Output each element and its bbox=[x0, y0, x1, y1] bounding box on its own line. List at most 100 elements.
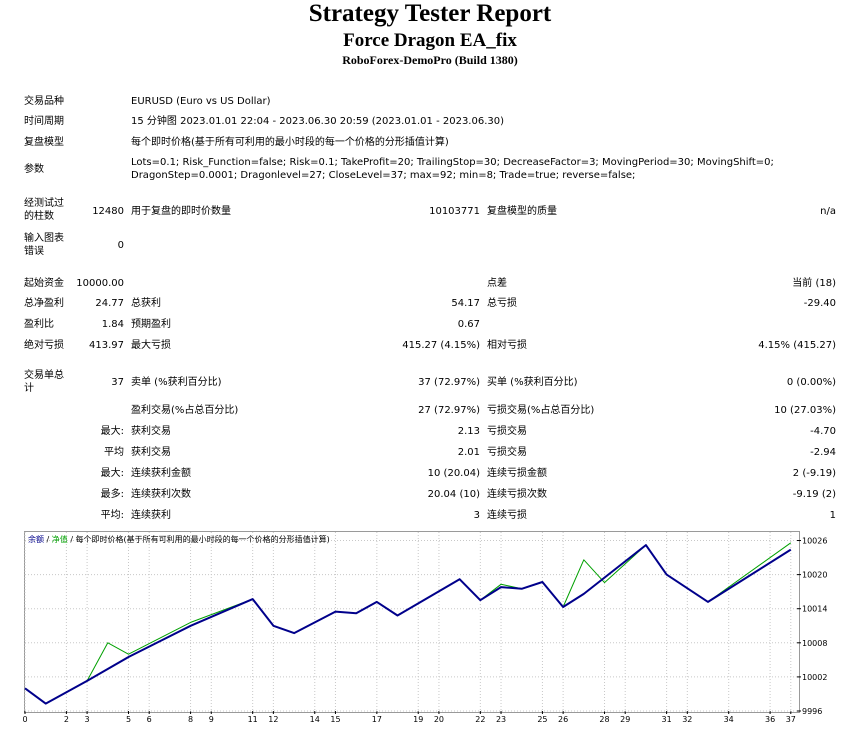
x-tick-label: 23 bbox=[496, 715, 506, 724]
total-trades-label-line2: 计 bbox=[24, 383, 34, 394]
params-line-2: DragonStep=0.0001; Dragonlevel=27; Close… bbox=[131, 170, 636, 181]
x-tick-label: 14 bbox=[310, 715, 320, 724]
errors-label-line2: 错误 bbox=[24, 246, 44, 257]
server-name: RoboForex-DemoPro (Build 1380) bbox=[342, 53, 518, 67]
params-line-1: Lots=0.1; Risk_Function=false; Risk=0.1;… bbox=[131, 157, 774, 168]
deposit-value: 10000.00 bbox=[76, 278, 124, 289]
gross-profit-label: 总获利 bbox=[131, 298, 161, 309]
loss-trades-label: 亏损交易(%占总百分比) bbox=[487, 405, 595, 416]
equity-series-line bbox=[24, 542, 792, 705]
profit-trades-label: 盈利交易(%占总百分比) bbox=[131, 405, 239, 416]
quality-value: n/a bbox=[820, 206, 836, 217]
relative-drawdown-value: 4.15% (415.27) bbox=[758, 340, 836, 351]
x-tick-label: 6 bbox=[147, 715, 152, 724]
period-value: 15 分钟图 2023.01.01 22:04 - 2023.06.30 20:… bbox=[131, 116, 505, 127]
average-loss-value: -2.94 bbox=[810, 447, 836, 458]
legend-separator: / bbox=[67, 535, 76, 544]
period-label: 时间周期 bbox=[24, 116, 64, 127]
bars-label-line1: 经测试过 bbox=[24, 198, 64, 209]
x-tick-label: 17 bbox=[372, 715, 382, 724]
most-consecutive-profit-label: 连续获利次数 bbox=[131, 489, 191, 500]
average-consecutive-losses-label: 连续亏损 bbox=[487, 510, 527, 521]
x-tick-label: 26 bbox=[558, 715, 568, 724]
largest-profit-value: 2.13 bbox=[457, 426, 480, 437]
x-tick-label: 0 bbox=[22, 715, 27, 724]
model-label: 复盘模型 bbox=[24, 137, 64, 148]
largest-loss-value: -4.70 bbox=[810, 426, 836, 437]
expected-payoff-label: 预期盈利 bbox=[131, 319, 171, 330]
profit-trades-value: 27 (72.97%) bbox=[418, 405, 480, 416]
largest-profit-label: 获利交易 bbox=[131, 426, 171, 437]
bars-value: 12480 bbox=[92, 206, 124, 217]
ticks-label: 用于复盘的即时价数量 bbox=[131, 206, 231, 217]
largest-prefix: 最大: bbox=[100, 426, 124, 437]
average-consecutive-prefix: 平均: bbox=[100, 510, 124, 521]
average-profit-value: 2.01 bbox=[457, 447, 480, 458]
max-drawdown-value: 415.27 (4.15%) bbox=[402, 340, 480, 351]
largest-loss-label: 亏损交易 bbox=[487, 426, 527, 437]
max-consecutive-losses-label: 连续亏损金额 bbox=[487, 468, 547, 479]
spread-label: 点差 bbox=[487, 278, 507, 289]
max-consecutive-wins-value: 10 (20.04) bbox=[427, 468, 480, 479]
x-tick-label: 31 bbox=[662, 715, 672, 724]
x-tick-label: 2 bbox=[64, 715, 69, 724]
chart-legend: 余额 / 净值 / 每个即时价格(基于所有可利用的最小时段的每一个价格的分形插值… bbox=[28, 534, 330, 545]
deposit-label: 起始资金 bbox=[24, 278, 64, 289]
most-consecutive-loss-value: -9.19 (2) bbox=[792, 489, 836, 500]
y-tick-label: 10002 bbox=[802, 673, 827, 682]
short-positions-label: 卖单 (%获利百分比) bbox=[131, 377, 222, 388]
y-tick-label: 9996 bbox=[802, 707, 822, 716]
absolute-drawdown-label: 绝对亏损 bbox=[24, 340, 64, 351]
ea-name: Force Dragon EA_fix bbox=[343, 30, 517, 51]
x-tick-label: 12 bbox=[268, 715, 278, 724]
legend-balance: 余额 bbox=[28, 535, 44, 544]
ticks-value: 10103771 bbox=[429, 206, 480, 217]
gross-profit-value: 54.17 bbox=[451, 298, 480, 309]
average-consecutive-losses-value: 1 bbox=[829, 510, 836, 521]
most-consecutive-loss-label: 连续亏损次数 bbox=[487, 489, 547, 500]
most-consecutive-profit-value: 20.04 (10) bbox=[427, 489, 480, 500]
x-tick-label: 15 bbox=[330, 715, 340, 724]
x-tick-label: 5 bbox=[126, 715, 131, 724]
legend-separator: / bbox=[44, 535, 52, 544]
x-tick-label: 29 bbox=[620, 715, 630, 724]
report-title: Strategy Tester Report bbox=[308, 0, 552, 27]
x-tick-label: 20 bbox=[434, 715, 444, 724]
x-tick-label: 28 bbox=[599, 715, 609, 724]
long-positions-value: 0 (0.00%) bbox=[786, 377, 836, 388]
long-positions-label: 买单 (%获利百分比) bbox=[487, 377, 578, 388]
balance-series-line bbox=[24, 544, 792, 705]
gross-loss-label: 总亏损 bbox=[487, 298, 517, 309]
x-tick-label: 3 bbox=[85, 715, 90, 724]
y-tick-label: 10008 bbox=[802, 639, 827, 648]
symbol-value: EURUSD (Euro vs US Dollar) bbox=[131, 96, 271, 107]
short-positions-value: 37 (72.97%) bbox=[418, 377, 480, 388]
x-tick-label: 9 bbox=[209, 715, 214, 724]
average-loss-label: 亏损交易 bbox=[487, 447, 527, 458]
bars-label-line2: 的柱数 bbox=[24, 211, 54, 222]
total-trades-label-line1: 交易单总 bbox=[24, 370, 64, 381]
params-label: 参数 bbox=[24, 164, 44, 175]
loss-trades-value: 10 (27.03%) bbox=[774, 405, 836, 416]
profit-factor-value: 1.84 bbox=[101, 319, 124, 330]
quality-label: 复盘模型的质量 bbox=[487, 206, 557, 217]
net-profit-value: 24.77 bbox=[95, 298, 124, 309]
average-prefix: 平均 bbox=[104, 447, 124, 458]
expected-payoff-value: 0.67 bbox=[457, 319, 480, 330]
max-drawdown-label: 最大亏损 bbox=[131, 340, 171, 351]
errors-label-line1: 输入图表 bbox=[24, 233, 64, 244]
max-consecutive-wins-label: 连续获利金额 bbox=[131, 468, 191, 479]
average-consecutive-wins-value: 3 bbox=[473, 510, 480, 521]
x-tick-label: 8 bbox=[188, 715, 193, 724]
net-profit-label: 总净盈利 bbox=[24, 298, 64, 309]
relative-drawdown-label: 相对亏损 bbox=[487, 340, 527, 351]
legend-model: 每个即时价格(基于所有可利用的最小时段的每一个价格的分形插值计算) bbox=[75, 535, 330, 544]
balance-chart-frame bbox=[24, 531, 800, 713]
most-consecutive-prefix: 最多: bbox=[100, 489, 124, 500]
gross-loss-value: -29.40 bbox=[803, 298, 836, 309]
average-consecutive-wins-label: 连续获利 bbox=[131, 510, 171, 521]
total-trades-value: 37 bbox=[111, 377, 124, 388]
spread-value: 当前 (18) bbox=[792, 278, 836, 289]
max-consecutive-prefix: 最大: bbox=[100, 468, 124, 479]
